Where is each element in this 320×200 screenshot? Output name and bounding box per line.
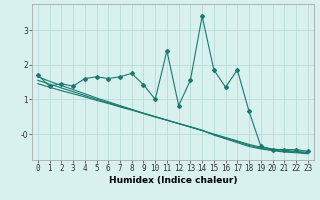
X-axis label: Humidex (Indice chaleur): Humidex (Indice chaleur) — [108, 176, 237, 185]
